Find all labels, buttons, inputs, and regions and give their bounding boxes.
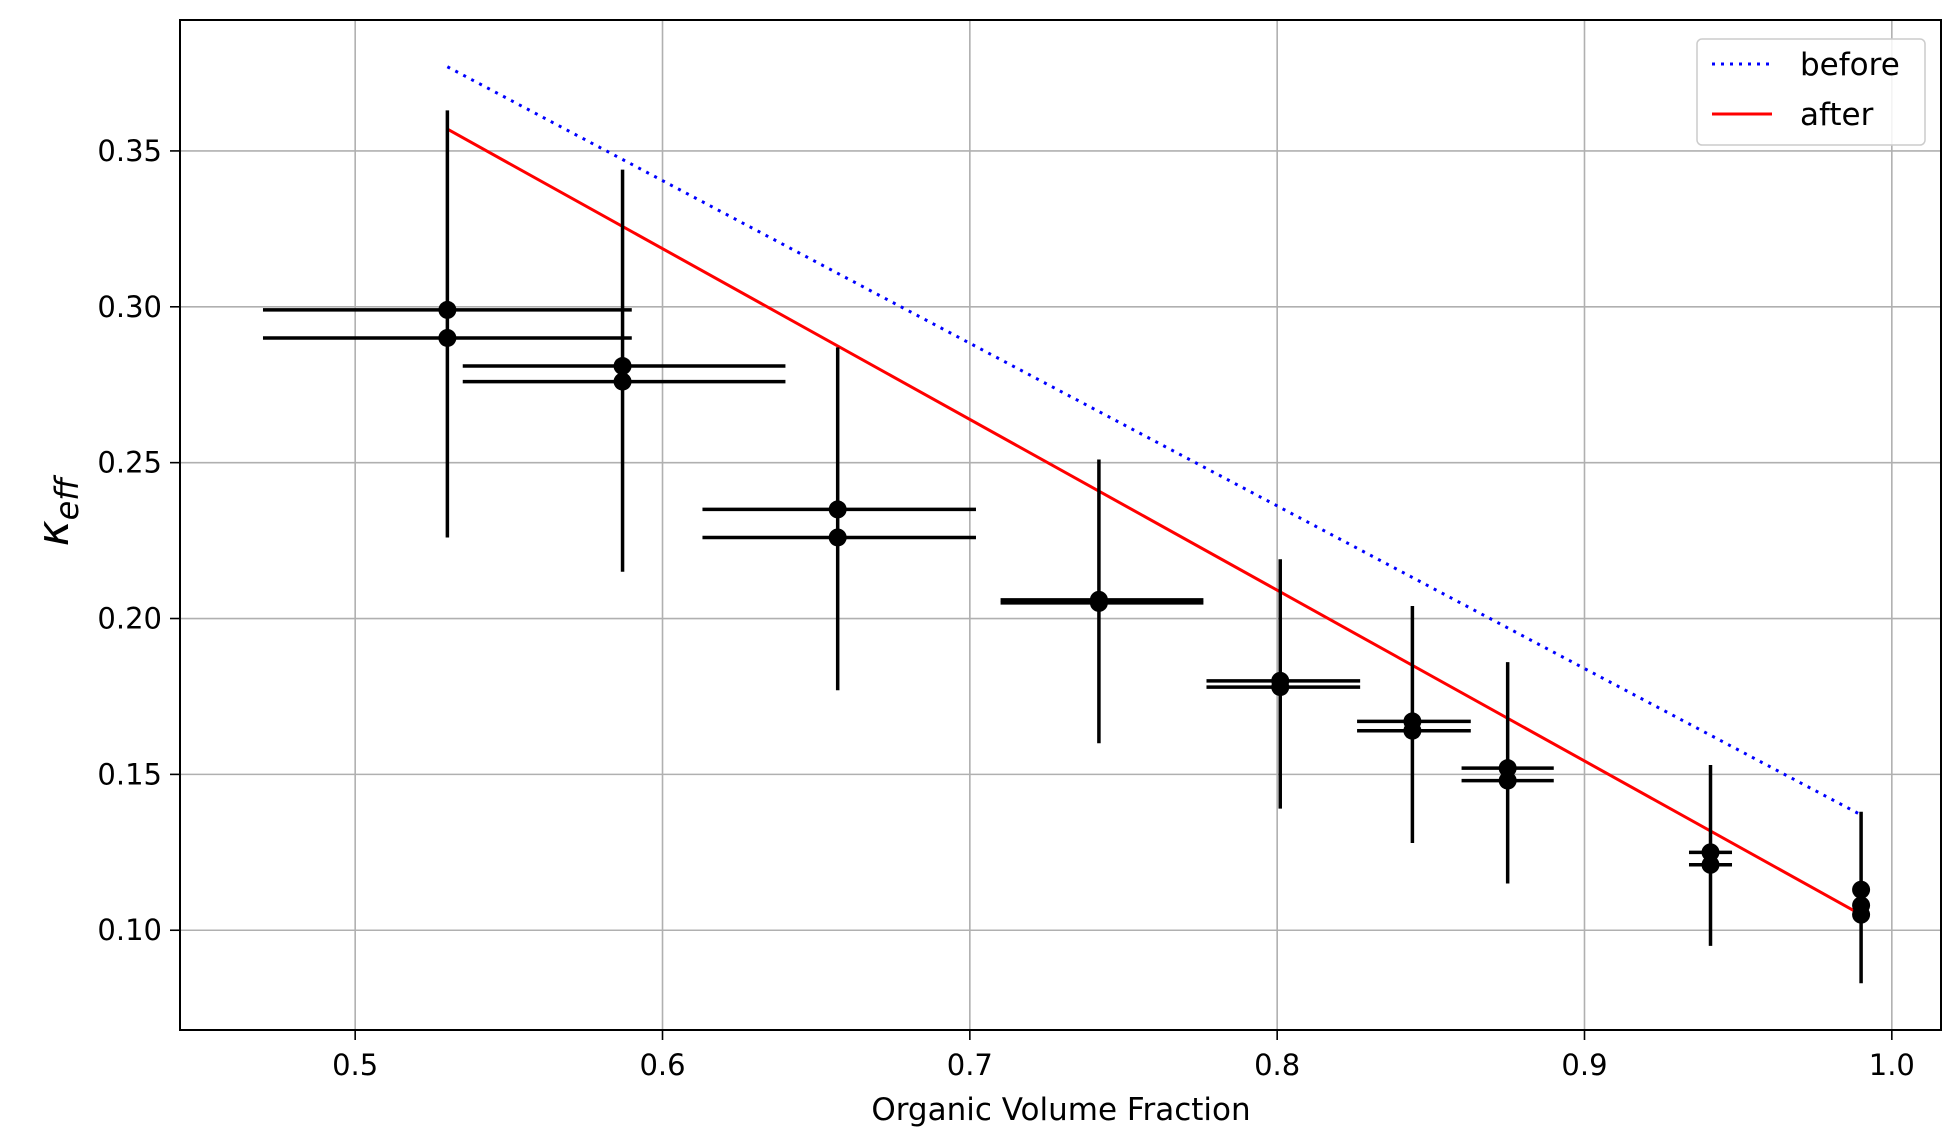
plot-frame [179,19,1942,1031]
x-tick-label: 0.6 [639,1048,685,1082]
data-point [613,357,632,376]
data-point [1403,721,1422,740]
legend: before after [1696,38,1926,146]
data-point [828,500,847,519]
x-tick-label: 0.9 [1561,1048,1607,1082]
y-ticks: 0.10 0.15 0.20 0.25 0.30 0.35 [97,134,180,947]
data-point [828,528,847,547]
x-tick-label: 0.8 [1254,1048,1300,1082]
legend-box [1696,38,1926,146]
x-axis-label: Organic Volume Fraction [871,1092,1250,1128]
data-point [1701,843,1720,862]
y-tick-label: 0.25 [97,446,162,480]
y-axis-label-base: κ [28,520,79,546]
data-point [613,372,632,391]
y-tick-label: 0.10 [97,913,162,947]
data-point [1852,880,1871,899]
data-point [1498,771,1517,790]
errorbars [262,110,1871,984]
data-point [1089,593,1108,612]
series-lines [446,65,1862,916]
data-point [1271,678,1290,697]
x-tick-label: 0.7 [947,1048,993,1082]
y-tick-label: 0.20 [97,602,162,636]
legend-label-before: before [1800,47,1900,83]
grid [180,20,1941,1030]
series-line-before [446,65,1862,817]
legend-label-after: after [1800,97,1874,133]
y-tick-label: 0.15 [97,757,162,791]
data-point [1701,855,1720,874]
x-ticks: 0.5 0.6 0.7 0.8 0.9 1.0 [332,1030,1915,1082]
series-line-after [446,127,1862,916]
y-tick-label: 0.30 [97,290,162,324]
x-tick-label: 1.0 [1869,1048,1915,1082]
x-tick-label: 0.5 [332,1048,378,1082]
y-axis-label-sub: eff [48,474,86,521]
data-point [438,328,457,347]
y-axis-label: κeff [28,474,86,547]
y-tick-label: 0.35 [97,134,162,168]
data-point [1498,759,1517,778]
data-point [1852,905,1871,924]
data-point [438,300,457,319]
